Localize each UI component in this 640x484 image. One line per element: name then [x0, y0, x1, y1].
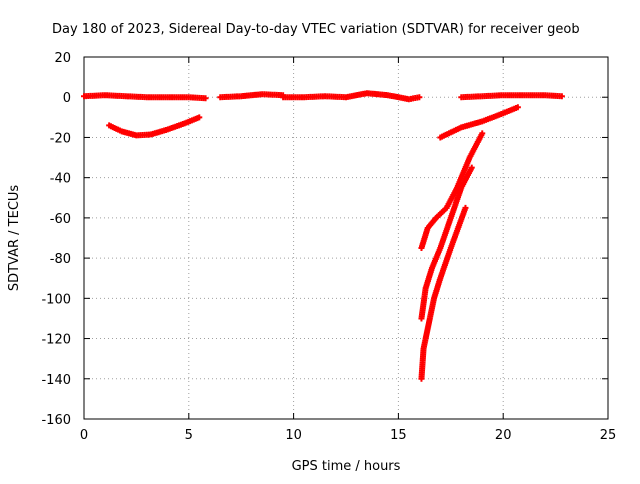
plot-frame — [83, 56, 609, 420]
x-tick-label: 5 — [185, 428, 193, 443]
axis-ticks: 0 5 10 15 20 25 -160 -140 -120 -100 -80 -60 -40 -20 0 2… — [41, 51, 616, 443]
x-axis-label: GPS time / hours — [292, 459, 401, 474]
data-point — [462, 204, 469, 211]
data-point — [196, 114, 203, 121]
grid — [84, 57, 608, 419]
y-tick-label: -100 — [41, 292, 71, 307]
x-tick-label: 25 — [600, 428, 617, 443]
x-tick-label: 0 — [80, 428, 88, 443]
data-point — [202, 95, 209, 102]
y-tick-label: -160 — [41, 413, 71, 428]
y-tick-label: -20 — [50, 131, 71, 146]
y-tick-label: -120 — [41, 333, 71, 348]
data-point — [558, 93, 565, 100]
data-point — [468, 164, 475, 171]
x-tick-label: 10 — [285, 428, 302, 443]
y-tick-label: 0 — [63, 91, 71, 106]
x-tick-label: 15 — [390, 428, 407, 443]
y-tick-label: -60 — [50, 212, 71, 227]
data-point — [416, 94, 423, 101]
y-tick-label: 20 — [54, 51, 71, 66]
y-tick-label: -40 — [50, 172, 71, 187]
data-points — [81, 90, 565, 382]
data-point — [479, 130, 486, 137]
y-tick-label: -80 — [50, 252, 71, 267]
data-point — [514, 104, 521, 111]
y-tick-label: -140 — [41, 373, 71, 388]
y-axis-label: SDTVAR / TECUs — [7, 185, 22, 292]
chart-title: Day 180 of 2023, Sidereal Day-to-day VTE… — [52, 22, 580, 37]
x-tick-label: 20 — [495, 428, 512, 443]
